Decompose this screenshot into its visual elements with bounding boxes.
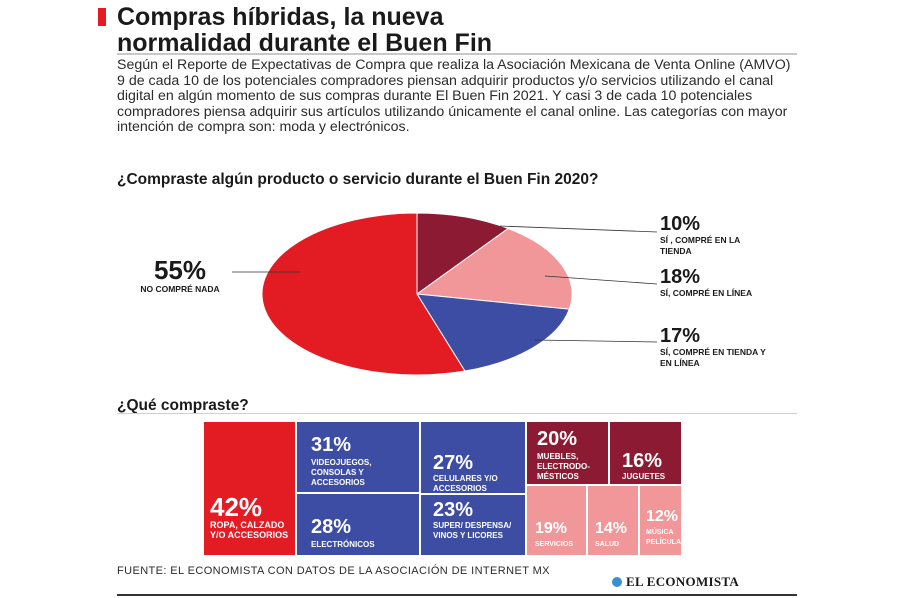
- treemap-tile-super: 23% SUPER/ DESPENSA/ VINOS Y LICORES: [420, 494, 526, 556]
- tile-label: ROPA, CALZADO Y/O ACCESORIOS: [210, 520, 289, 540]
- treemap-tile-juguetes: 16% JUGUETES: [609, 421, 682, 485]
- tile-value: 27%: [433, 452, 474, 474]
- title-line-2: normalidad durante el Buen Fin: [117, 29, 493, 57]
- tile-value: 14%: [595, 520, 628, 537]
- title-accent-bar: [98, 8, 106, 26]
- logo-text: EL ECONOMISTA: [626, 574, 740, 589]
- pie-label-tienda-linea: 17% SÍ, COMPRÉ EN TIENDA Y EN LÍNEA: [660, 325, 770, 369]
- treemap-tile-ropa: 42% ROPA, CALZADO Y/O ACCESORIOS: [203, 421, 296, 556]
- pie-chart-title: ¿Compraste algún producto o servicio dur…: [117, 171, 599, 188]
- pie-leader-line: [534, 339, 658, 343]
- logo-icon: [612, 577, 622, 587]
- tile-label: MÚSICA PELÍCULAS: [646, 529, 686, 546]
- tile-value: 42%: [210, 492, 263, 522]
- treemap-chart: 42% ROPA, CALZADO Y/O ACCESORIOS 31% VID…: [203, 421, 686, 556]
- treemap-tile-muebles: 20% MUEBLES, ELECTRODO-MÉSTICOS: [526, 421, 609, 485]
- treemap-tile-electronicos: 28% ELECTRÓNICOS: [296, 493, 420, 556]
- bottom-divider: [117, 594, 797, 596]
- tile-label: JUGUETES: [622, 472, 666, 481]
- pie-value-label: 55%: [153, 255, 207, 285]
- treemap-title: ¿Qué compraste?: [117, 397, 249, 414]
- intro-paragraph: Según el Reporte de Expectativas de Comp…: [117, 57, 791, 135]
- tile-label: VIDEOJUEGOS, CONSOLAS Y ACCESORIOS: [311, 458, 372, 487]
- tile-value: 20%: [537, 428, 578, 450]
- pie-slice-tienda: [416, 212, 510, 295]
- pie-slice-tienda-linea: [416, 293, 570, 372]
- treemap-tile-servicios: 19% SERVICIOS: [526, 485, 587, 556]
- pie-leader-line: [544, 275, 658, 285]
- treemap-tile-celulares: 27% CELULARES Y/O ACCESORIOS: [420, 421, 526, 494]
- pie-leader-line: [499, 225, 658, 233]
- title-line-1: Compras híbridas, la nueva: [117, 3, 444, 31]
- treemap-tile-salud: 14% SALUD: [587, 485, 639, 556]
- pie-value-label: 10%: [660, 213, 701, 235]
- tile-value: 19%: [535, 520, 568, 537]
- pie-slice-linea: [415, 227, 573, 310]
- tile-value: 28%: [311, 516, 352, 538]
- pie-value-label: 18%: [660, 266, 701, 288]
- treemap-divider: [117, 413, 797, 414]
- source-note: FUENTE: EL ECONOMISTA CON DATOS DE LA AS…: [117, 565, 550, 577]
- pie-category-label: SÍ, COMPRÉ EN LÍNEA: [660, 288, 753, 298]
- tile-value: 12%: [646, 508, 679, 525]
- tile-label: SUPER/ DESPENSA/ VINOS Y LICORES: [433, 521, 512, 540]
- pie-category-label: NO COMPRÉ NADA: [140, 284, 220, 294]
- tile-label: ELECTRÓNICOS: [311, 540, 375, 549]
- tile-value: 31%: [311, 434, 352, 456]
- tile-label: MUEBLES, ELECTRODO-MÉSTICOS: [537, 452, 590, 481]
- treemap-tile-musica: 12% MÚSICA PELÍCULAS: [639, 485, 686, 556]
- pie-category-label: SÍ , COMPRÉ EN LA TIENDA: [660, 235, 740, 256]
- page-title: Compras híbridas, la nueva normalidad du…: [117, 4, 717, 56]
- pie-value-label: 17%: [660, 325, 701, 347]
- title-divider: [117, 53, 797, 55]
- tile-label: SERVICIOS: [535, 541, 573, 548]
- pie-category-label: SÍ, COMPRÉ EN TIENDA Y EN LÍNEA: [660, 347, 766, 368]
- tile-value: 16%: [622, 450, 663, 472]
- pie-label-linea: 18% SÍ, COMPRÉ EN LÍNEA: [660, 266, 770, 299]
- publisher-logo: EL ECONOMISTA: [612, 574, 739, 590]
- tile-label: SALUD: [595, 541, 620, 548]
- tile-label: CELULARES Y/O ACCESORIOS: [433, 474, 498, 493]
- tile-value: 23%: [433, 499, 474, 521]
- treemap-tile-videojuegos: 31% VIDEOJUEGOS, CONSOLAS Y ACCESORIOS: [296, 421, 420, 493]
- pie-slice-no-compre: [261, 212, 466, 376]
- pie-label-tienda: 10% SÍ , COMPRÉ EN LA TIENDA: [660, 213, 770, 257]
- pie-label-no-compre: 55% NO COMPRÉ NADA: [120, 256, 240, 295]
